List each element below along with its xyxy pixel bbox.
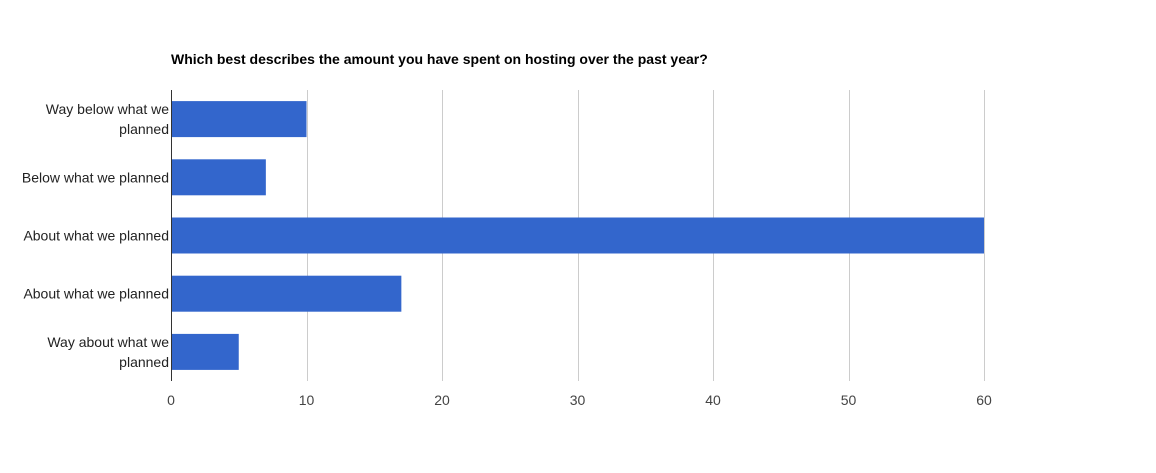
bar-0[interactable] <box>171 101 307 138</box>
category-label: About what we planned <box>23 286 169 302</box>
category-label: Way below what we planned <box>46 101 169 137</box>
category-label-line: Way below what we <box>46 101 169 117</box>
x-tick-label: 60 <box>976 392 992 408</box>
bar-4[interactable] <box>171 333 239 370</box>
category-label-line: Below what we planned <box>22 169 169 185</box>
category-label: About what we planned <box>23 228 169 244</box>
category-label: Way about what we planned <box>47 334 169 370</box>
category-label-line: About what we planned <box>23 228 169 244</box>
category-label-line: planned <box>119 354 169 370</box>
bar-1[interactable] <box>171 159 266 196</box>
x-tick-label: 20 <box>434 392 450 408</box>
x-tick-label: 30 <box>570 392 586 408</box>
category-labels: Way below what we planned Below what we pl… <box>22 101 169 370</box>
chart-title: Which best describes the amount you have… <box>171 51 708 67</box>
category-label: Below what we planned <box>22 169 169 185</box>
category-label-line: Way about what we <box>47 334 169 350</box>
bars <box>171 101 984 370</box>
x-tick-label: 10 <box>299 392 315 408</box>
bar-2[interactable] <box>171 217 984 254</box>
x-tick-label: 0 <box>167 392 175 408</box>
x-tick-label: 40 <box>705 392 721 408</box>
category-label-line: planned <box>119 121 169 137</box>
category-label-line: About what we planned <box>23 286 169 302</box>
bar-3[interactable] <box>171 275 402 312</box>
x-tick-label: 50 <box>841 392 857 408</box>
x-tick-labels: 0 10 20 30 40 50 60 <box>167 392 992 408</box>
